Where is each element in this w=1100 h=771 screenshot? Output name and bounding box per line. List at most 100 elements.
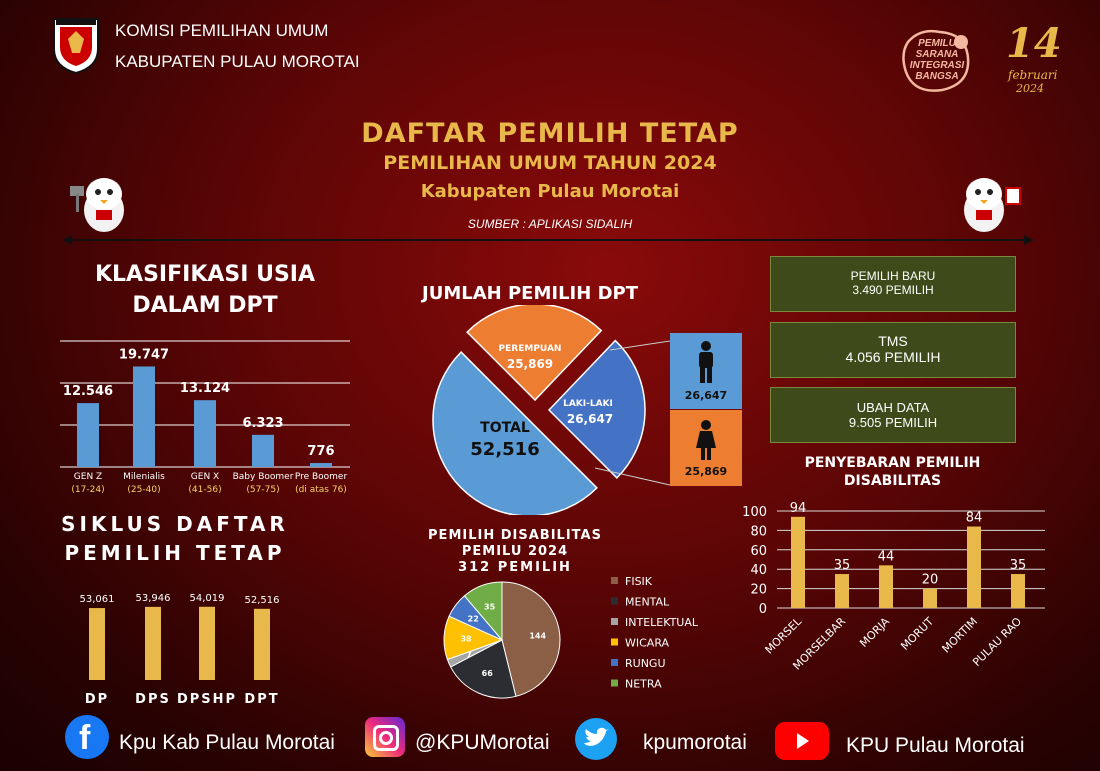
youtube-link[interactable]: KPU Pulau Morotai [846, 734, 1025, 757]
disab-legend-label: WICARA [625, 637, 670, 650]
disab-legend-swatch [611, 638, 618, 646]
usia-age-range-label: (25-40) [127, 485, 160, 495]
disab-slice-value: 22 [468, 614, 479, 623]
main-subtitle: PEMILIHAN UMUM TAHUN 2024 [383, 152, 717, 174]
connector-line-male [609, 340, 671, 351]
siklus-bar-value: 54,019 [190, 593, 225, 604]
usia-age-range-label: (17-24) [71, 485, 104, 495]
usia-bar [310, 463, 332, 467]
facebook-link[interactable]: Kpu Kab Pulau Morotai [119, 731, 335, 754]
disab-pie-slice [449, 639, 517, 699]
info-box-label: PEMILIH BARU [850, 269, 936, 283]
twitter-icon[interactable] [575, 718, 617, 760]
usia-category-label: Milenialis [123, 472, 165, 482]
disab-legend-swatch [611, 659, 618, 666]
instagram-link[interactable]: @KPUMorotai [415, 731, 550, 754]
kpu-logo-icon [50, 15, 102, 75]
pie-label-laki-laki: LAKI-LAKI [563, 399, 613, 409]
usia-bar-value: 776 [307, 444, 334, 459]
facebook-icon[interactable]: f [65, 715, 109, 759]
date-number: 14 [1006, 20, 1062, 67]
pie-slice-laki-laki [547, 339, 646, 479]
pie-label-total: TOTAL [480, 420, 530, 436]
usia-bar [133, 366, 155, 467]
usia-age-range-label: (57-75) [246, 485, 279, 495]
region-title: Kabupaten Pulau Morotai [420, 181, 680, 202]
female-icon [696, 420, 716, 460]
election-date-logo: 14 februari 2024 [1004, 20, 1064, 100]
usia-category-label: GEN X [191, 472, 219, 482]
disab-legend-swatch [611, 679, 618, 687]
usia-title-2: DALAM DPT [132, 293, 278, 318]
sebaran-bar [835, 574, 849, 608]
sebaran-bar-value: 20 [922, 573, 939, 588]
sebaran-category-label: MORTIM [939, 615, 980, 656]
disab-pie-slice [463, 581, 503, 642]
siklus-category-label: DP [85, 692, 109, 707]
disab-legend-label: MENTAL [625, 596, 670, 609]
pie-label-perempuan: PEREMPUAN [499, 344, 562, 354]
sebaran-category-label: MORJA [857, 615, 892, 650]
usia-bar-value: 13.124 [180, 381, 230, 396]
disab-slice-value: 144 [529, 632, 546, 641]
sebaran-bar-value: 35 [834, 558, 851, 573]
info-box-pemilih-baru: PEMILIH BARU 3.490 PEMILIH [770, 256, 1016, 312]
disab-legend-swatch [611, 597, 618, 605]
jumlah-pie-chart: PEREMPUAN 25,869 LAKI-LAKI 26,647 TOTAL 52,51… [432, 305, 671, 515]
usia-title-1: KLASIFIKASI USIA [94, 262, 316, 287]
twitter-link[interactable]: kpumorotai [643, 731, 747, 754]
usia-age-range-label: (di atas 76) [295, 485, 347, 495]
sebaran-ytick-label: 40 [750, 563, 767, 578]
sebaran-ytick-label: 0 [759, 602, 767, 617]
sebaran-bar [879, 565, 893, 608]
disab-title-3: 312 PEMILIH [458, 560, 572, 575]
info-box-label: TMS [878, 333, 908, 349]
date-year: 2024 [1016, 82, 1044, 95]
connector-line-female [594, 467, 671, 486]
jumlah-title: JUMLAH PEMILIH DPT [422, 283, 638, 304]
disab-legend-label: INTELEKTUAL [625, 616, 699, 629]
source-note: SUMBER : APLIKASI SIDALIH [467, 217, 633, 231]
date-month: februari [1008, 68, 1058, 82]
disab-legend-label: RUNGU [625, 657, 666, 670]
siklus-bar-value: 52,516 [245, 595, 280, 606]
usia-bar-value: 19.747 [119, 347, 169, 362]
youtube-icon[interactable] [775, 722, 829, 760]
sebaran-ytick-label: 20 [750, 583, 767, 598]
usia-bar-value: 12.546 [63, 384, 113, 399]
siklus-bar [89, 608, 105, 680]
siklus-title-1: SIKLUS DAFTAR [61, 512, 289, 536]
disab-title-1: PEMILIH DISABILITAS [428, 528, 602, 543]
main-title: DAFTAR PEMILIH TETAP [361, 118, 739, 149]
usia-category-label: GEN Z [74, 472, 102, 482]
disab-legend-swatch [611, 577, 618, 584]
usia-bar-value: 6.323 [242, 416, 283, 431]
usia-category-label: Baby Boomer [233, 472, 294, 482]
header-divider-arrow [62, 232, 1034, 251]
pemilu-badge-logo: PEMILU SARANA INTEGRASI BANGSA [900, 28, 972, 94]
sebaran-ytick-label: 100 [742, 505, 767, 520]
usia-bar [252, 434, 274, 467]
sebaran-bar-value: 84 [966, 511, 983, 526]
disabilitas-pie-chart: 144 66 7 38 22 35 FISIK MENTAL INTELEKTUAL WICARA… [443, 575, 699, 699]
sebaran-bar [791, 516, 805, 608]
sebaran-bar-value: 44 [878, 549, 895, 564]
disab-legend-swatch [611, 618, 618, 625]
usia-bar [194, 400, 216, 467]
sebaran-title-2: DISABILITAS [843, 473, 942, 489]
usia-category-label: Pre Boomer [295, 472, 348, 482]
disab-slice-value: 66 [482, 669, 494, 678]
disab-legend-label: FISIK [625, 575, 653, 588]
instagram-icon[interactable] [365, 717, 405, 757]
sebaran-category-label: MORUT [898, 615, 936, 653]
female-panel: 25,869 [670, 410, 742, 486]
male-icon [699, 341, 713, 383]
mascot-right-icon [946, 170, 1030, 240]
siklus-bar [254, 608, 270, 680]
sebaran-title-1: PENYEBARAN PEMILIH [804, 455, 981, 471]
female-value: 25,869 [684, 465, 728, 478]
usia-bar [77, 403, 99, 467]
usia-age-range-label: (41-56) [188, 485, 221, 495]
siklus-category-label: DPSHP [177, 692, 237, 707]
